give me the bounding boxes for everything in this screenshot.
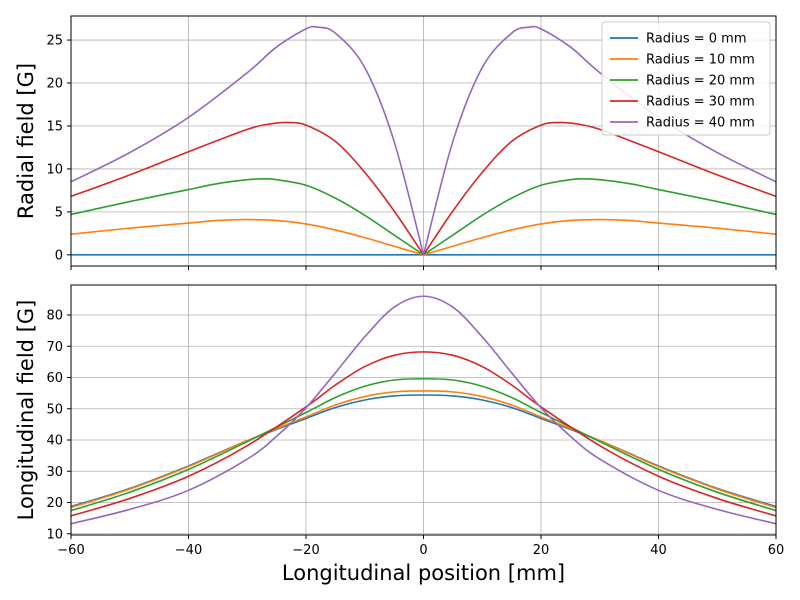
radial-y-tick-label: 0: [55, 248, 63, 263]
longitudinal-x-tick-label: 40: [650, 543, 667, 558]
longitudinal-ticks: −60 −40 −20 0 20 40 60 10 20 30 40 50 60 70 80: [46, 309, 784, 559]
longitudinal-y-tick-label: 30: [46, 465, 63, 480]
longitudinal-x-tick-label: 60: [768, 543, 785, 558]
radial-y-tick-label: 20: [46, 77, 63, 92]
longitudinal-series-line-radius-40mm: [70, 295, 777, 525]
longitudinal-x-tick-label: 0: [419, 543, 427, 558]
longitudinal-x-tick-label: −20: [292, 543, 319, 558]
longitudinal-y-tick-label: 50: [46, 402, 63, 417]
radial-series-line-radius-30mm: [70, 121, 777, 256]
longitudinal-y-axis-label: Longitudinal field [G]: [14, 300, 38, 521]
legend-entry-label: Radius = 30 mm: [646, 95, 755, 110]
longitudinal-y-tick-label: 10: [46, 527, 63, 542]
legend: Radius = 0 mm Radius = 10 mm Radius = 20 m…: [601, 21, 771, 136]
longitudinal-series-line-radius-30mm: [70, 351, 777, 517]
longitudinal-series-group: [70, 295, 777, 525]
radial-series-line-radius-20mm: [70, 177, 777, 256]
longitudinal-series-line-radius-10mm: [70, 390, 777, 509]
longitudinal-x-tick-label: −60: [57, 543, 84, 558]
radial-ticks: 0 5 10 15 20 25: [46, 34, 777, 270]
longitudinal-x-tick-label: −40: [175, 543, 202, 558]
legend-entry-label: Radius = 10 mm: [646, 53, 755, 68]
radial-y-tick-label: 10: [46, 162, 63, 177]
radial-series-line-radius-10mm: [70, 218, 777, 256]
radial-field-panel: 0 5 10 15 20 25 Radial field [G] Radius = 0 m…: [14, 15, 777, 270]
longitudinal-y-tick-label: 80: [46, 309, 63, 324]
longitudinal-y-tick-label: 40: [46, 434, 63, 449]
radial-y-axis-label: Radial field [G]: [14, 63, 38, 219]
radial-y-tick-label: 15: [46, 119, 63, 134]
longitudinal-y-tick-label: 60: [46, 371, 63, 386]
legend-entry-label: Radius = 40 mm: [646, 116, 755, 131]
radial-series-group: [70, 25, 777, 256]
legend-entry-label: Radius = 0 mm: [646, 32, 746, 47]
radial-y-tick-label: 5: [55, 205, 63, 220]
longitudinal-y-tick-label: 20: [46, 496, 63, 511]
longitudinal-field-panel: −60 −40 −20 0 20 40 60 10 20 30 40 50 60 70 80 Longitu…: [14, 284, 784, 585]
legend-entry-label: Radius = 20 mm: [646, 74, 755, 89]
longitudinal-y-tick-label: 70: [46, 340, 63, 355]
legend-box: [601, 21, 771, 136]
longitudinal-series-line-radius-20mm: [70, 377, 777, 512]
radial-y-tick-label: 25: [46, 34, 63, 49]
x-axis-label: Longitudinal position [mm]: [282, 561, 565, 585]
longitudinal-x-tick-label: 20: [533, 543, 550, 558]
